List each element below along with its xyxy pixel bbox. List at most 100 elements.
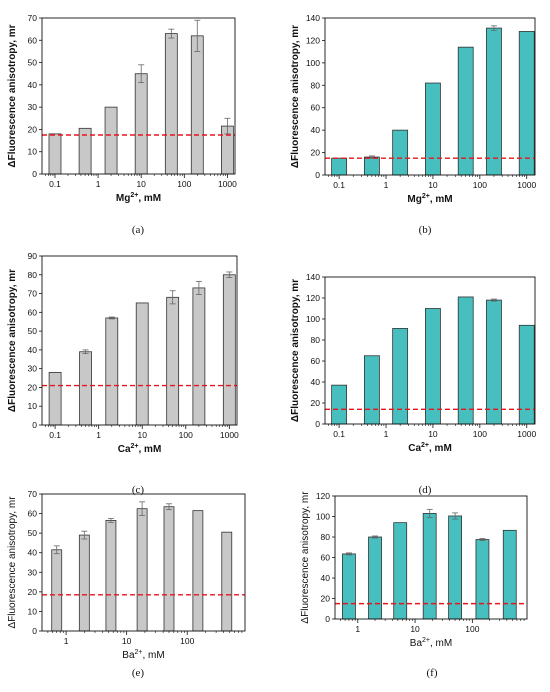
y-axis-label: ΔFluorescence anisotropy, mr [290, 25, 301, 168]
y-tick-label: 0 [315, 170, 320, 180]
x-axis-label: Mg2+, mM [116, 192, 161, 204]
x-tick-label: 0.1 [333, 429, 345, 439]
y-tick-label: 40 [311, 377, 321, 387]
x-tick-label: 1000 [517, 180, 536, 190]
bar [163, 506, 175, 632]
y-axis-label: ΔFluorescence anisotropy, mr [7, 496, 18, 629]
y-tick-label: 50 [28, 326, 38, 336]
x-tick-label: 10 [428, 429, 438, 439]
y-tick-label: 20 [28, 124, 38, 134]
y-axis-label: ΔFluorescence anisotropy, mr [7, 269, 18, 412]
bar [79, 351, 92, 426]
y-tick-label: 70 [28, 289, 38, 299]
chart-panel-a: 0 10 20 30 40 50 60 70 0.1 1 10 100 1000 Mg2+, mM ΔFlu… [7, 13, 237, 236]
panel-caption: (d) [419, 484, 432, 496]
y-axis-label: ΔFluorescence anisotropy, mr [300, 491, 311, 624]
y-tick-label: 0 [315, 419, 320, 429]
bar [105, 317, 119, 426]
plot-frame [324, 17, 536, 176]
x-tick-label: 1000 [218, 179, 237, 189]
bar [457, 296, 474, 425]
y-tick-label: 40 [28, 345, 38, 355]
y-tick-label: 70 [28, 489, 38, 499]
y-tick-label: 50 [28, 528, 38, 538]
bar [136, 508, 148, 632]
y-tick-label: 80 [311, 335, 321, 345]
x-axis-label: Ca2+, mM [408, 442, 452, 454]
bar [190, 35, 204, 175]
bar [48, 133, 62, 175]
x-tick-label: 10 [122, 636, 132, 646]
x-axis-label: Ca2+, mM [118, 443, 162, 455]
y-tick-label: 10 [28, 606, 38, 616]
y-tick-label: 20 [321, 594, 331, 604]
y-tick-label: 60 [28, 307, 38, 317]
panel-caption: (b) [419, 224, 432, 236]
y-tick-label: 120 [316, 491, 330, 501]
bar [221, 531, 233, 632]
bar [105, 520, 117, 632]
bar [457, 46, 474, 176]
bar [134, 73, 148, 175]
bar [502, 529, 517, 620]
y-tick-label: 40 [311, 125, 321, 135]
y-tick-label: 0 [32, 420, 37, 430]
y-tick-label: 80 [311, 80, 321, 90]
x-axis-label: Ba2+, mM [122, 649, 164, 661]
bar [342, 553, 356, 620]
y-tick-label: 10 [28, 401, 38, 411]
bar [104, 106, 118, 175]
plot-frame [41, 17, 236, 175]
plot-frame [41, 255, 238, 426]
y-tick-label: 30 [28, 567, 38, 577]
y-tick-label: 10 [28, 147, 38, 157]
x-tick-label: 100 [177, 179, 191, 189]
chart-panel-e: 0 10 20 30 40 50 60 70 1 10 100 Ba2+, mM ΔFluorescen… [7, 489, 246, 679]
y-tick-label: 140 [306, 272, 320, 282]
panel-caption: (a) [132, 224, 145, 236]
panel-caption: (e) [132, 667, 145, 679]
y-tick-label: 80 [28, 270, 38, 280]
y-tick-label: 120 [306, 35, 320, 45]
x-tick-label: 100 [179, 430, 193, 440]
x-tick-label: 10 [410, 624, 420, 634]
bar [393, 522, 408, 620]
bar [364, 156, 380, 176]
bar [192, 510, 204, 632]
panel-caption: (c) [132, 484, 145, 496]
bar [518, 31, 535, 176]
y-tick-label: 40 [28, 548, 38, 558]
bar [51, 549, 63, 632]
y-tick-label: 90 [28, 251, 38, 261]
bar [192, 287, 206, 426]
x-tick-label: 100 [473, 180, 487, 190]
x-axis-label: Ba2+, mM [410, 637, 452, 649]
y-tick-label: 140 [306, 13, 320, 23]
x-tick-label: 100 [180, 636, 194, 646]
y-tick-label: 100 [316, 512, 330, 522]
x-tick-label: 100 [465, 624, 479, 634]
bar [364, 355, 380, 425]
plot-frame [41, 493, 246, 632]
x-tick-label: 1 [384, 429, 389, 439]
y-tick-label: 60 [311, 103, 321, 113]
y-tick-label: 20 [311, 148, 321, 158]
x-tick-label: 1000 [220, 430, 239, 440]
x-tick-label: 1 [96, 430, 101, 440]
y-tick-label: 20 [28, 587, 38, 597]
y-tick-label: 0 [325, 614, 330, 624]
y-tick-label: 60 [28, 35, 38, 45]
bar [222, 274, 236, 426]
x-axis-label: Mg2+, mM [407, 193, 452, 205]
y-tick-label: 120 [306, 293, 320, 303]
y-tick-label: 0 [32, 626, 37, 636]
y-tick-label: 60 [311, 356, 321, 366]
x-tick-label: 1 [96, 179, 101, 189]
x-tick-label: 0.1 [49, 179, 61, 189]
x-tick-label: 1 [384, 180, 389, 190]
x-tick-label: 10 [428, 180, 438, 190]
y-axis-label: ΔFluorescence anisotropy, mr [290, 279, 301, 422]
bar [392, 129, 409, 176]
y-tick-label: 40 [321, 573, 331, 583]
